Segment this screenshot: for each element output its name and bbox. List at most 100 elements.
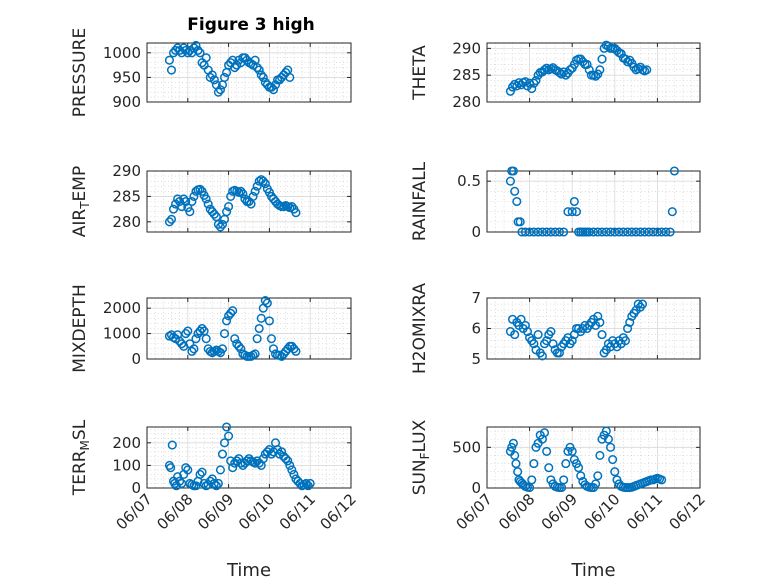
subplot-rainfall-data-point (610, 227, 620, 237)
subplot-air-temp-data-point (238, 189, 248, 199)
subplot-terr-msl-y-tick-label: 200 (112, 434, 141, 452)
subplot-rainfall-data-point (614, 227, 624, 237)
subplot-sun-flux-data-point (603, 434, 613, 444)
subplot-air-temp-data-point (209, 209, 219, 219)
subplot-rainfall-data-point (525, 227, 535, 237)
subplot-h2omixra-y-tick-label: 5 (471, 350, 481, 368)
subplot-mixdepth-data-point (262, 298, 272, 308)
subplot-rainfall-data-point (571, 207, 582, 217)
subplot-terr-msl-data-point (166, 463, 176, 473)
subplot-pressure-data-point (230, 63, 240, 73)
subplot-sun-flux-plot-area (486, 426, 701, 489)
subplot-terr-msl-data-point (301, 478, 311, 489)
subplot-h2omixra-data-point (625, 317, 635, 327)
subplot-rainfall-data-point (537, 227, 547, 237)
subplot-h2omixra-data-point (620, 336, 631, 346)
subplot-h2omixra-data-point (522, 327, 533, 337)
subplot-terr-msl-data-point (191, 481, 201, 491)
subplot-sun-flux-y-label: SUNFLUX (410, 419, 432, 495)
subplot-h2omixra-y-tick-label: 7 (471, 289, 481, 307)
subplot-mixdepth: 0 1000 2000 MIXDEPTH (70, 284, 352, 373)
subplot-terr-msl-data-point (222, 422, 232, 432)
subplot-rainfall-data-point (665, 227, 675, 237)
subplot-pressure-y-tick-label: 900 (112, 93, 141, 111)
subplot-air-temp-data-point (248, 191, 258, 201)
subplot-rainfall-data-point (542, 227, 552, 237)
subplot-terr-msl-x-tick-label: 06/11 (276, 490, 319, 533)
subplot-pressure-axes-frame (146, 42, 352, 103)
subplot-air-temp-data-point (203, 199, 213, 209)
subplot-terr-msl-x-tick-label: 06/10 (235, 490, 278, 533)
subplot-h2omixra-data-point (637, 299, 648, 309)
subplot-pressure-data-point (268, 85, 279, 95)
subplot-mixdepth-data-point (181, 329, 191, 339)
subplot-air-temp-data-point (236, 186, 246, 196)
subplot-rainfall-data-point (563, 207, 573, 217)
subplot-h2omixra-y-label: H2OMIXRA (410, 283, 430, 374)
subplot-rainfall-data-point (601, 227, 611, 237)
subplot-pressure-data-point (201, 53, 211, 63)
subplot-h2omixra: 5 6 7 H2OMIXRA (410, 283, 701, 374)
subplot-sun-flux-data-point (544, 463, 554, 473)
subplot-theta-data-point (514, 78, 524, 88)
subplot-pressure-data-point (254, 65, 264, 75)
subplot-sun-flux-x-tick-label: 06/11 (623, 490, 666, 533)
subplot-terr-msl-data-point (289, 469, 299, 479)
subplot-theta-data-point (591, 71, 601, 81)
subplot-rainfall-data-point (631, 227, 641, 237)
subplot-theta-y-label: THETA (410, 45, 430, 101)
subplot-pressure-data-point (166, 65, 177, 75)
subplot-pressure-data-point (193, 45, 203, 55)
subplot-air-temp-data-point (179, 194, 189, 204)
subplot-mixdepth-data-point (201, 334, 211, 344)
subplot-mixdepth-data-point (250, 349, 260, 359)
subplot-air-temp-data-point (224, 202, 234, 212)
subplot-sun-flux-data-point (527, 475, 537, 485)
subplot-mixdepth-data-point (291, 346, 301, 356)
subplot-mixdepth-data-point (264, 316, 274, 326)
subplot-terr-msl-data-point (215, 465, 225, 475)
subplot-rainfall-data-point (584, 227, 594, 237)
subplot-pressure-data-point (219, 72, 230, 82)
subplot-mixdepth-data-point (222, 316, 232, 326)
subplot-rainfall-data-point (667, 207, 677, 217)
subplot-theta-data-point (527, 84, 537, 94)
subplot-theta-y-tick-label: 285 (452, 66, 481, 84)
subplot-sun-flux-data-point (567, 446, 577, 456)
subplot-rainfall-data-point (640, 227, 650, 237)
subplot-pressure-y-tick-label: 1000 (103, 44, 141, 62)
subplot-rainfall-data-point (550, 227, 560, 237)
subplot-h2omixra-data-point (520, 320, 530, 331)
subplot-rainfall-data-point (644, 227, 654, 237)
subplot-sun-flux-data-point (595, 450, 605, 461)
subplot-rainfall-data-point (588, 227, 599, 237)
subplot-air-temp-y-tick-label: 290 (112, 162, 141, 180)
subplot-air-temp-y-tick-label: 285 (112, 187, 141, 205)
subplot-air-temp-data-point (226, 191, 236, 201)
subplot-h2omixra-data-point (548, 339, 558, 349)
subplot-sun-flux-data-point (610, 467, 620, 477)
subplot-pressure-data-point (209, 75, 219, 85)
subplot-terr-msl-data-point (219, 438, 230, 448)
subplot-h2omixra-data-point (510, 330, 520, 340)
subplot-terr-msl-x-tick-label: 06/08 (153, 490, 196, 533)
subplot-rainfall-data-point (533, 227, 543, 237)
subplot-theta-data-point (505, 86, 515, 96)
subplot-air-temp-data-point (164, 217, 174, 227)
subplot-terr-msl-data-point (277, 447, 287, 457)
subplot-rainfall-data-point (559, 227, 569, 237)
subplot-rainfall-y-tick-label: 0.5 (457, 172, 481, 190)
subplot-h2omixra-data-point (516, 314, 526, 324)
subplot-terr-msl-y-label: TERRMSL (70, 419, 92, 496)
subplot-theta-data-point (520, 77, 530, 87)
subplot-h2omixra-data-point (529, 339, 539, 349)
subplot-rainfall-y-label: RAINFALL (410, 161, 430, 241)
subplot-terr-msl-y-tick-label: 0 (131, 479, 141, 497)
subplot-terr-msl-data-point (209, 478, 219, 489)
subplot-terr-msl-data-point (228, 463, 238, 473)
subplot-sun-flux-data-point (593, 471, 603, 481)
subplot-rainfall-data-point (554, 227, 564, 237)
subplot-h2omixra-data-point (537, 351, 547, 361)
